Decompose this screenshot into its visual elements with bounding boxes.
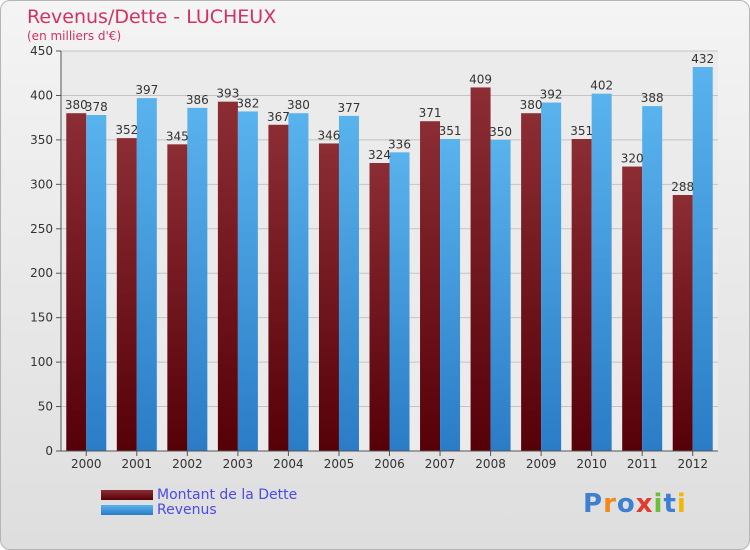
x-tick-label: 2006 bbox=[374, 457, 405, 471]
data-label: 393 bbox=[216, 87, 239, 101]
data-label: 352 bbox=[115, 123, 138, 137]
y-tick-label: 250 bbox=[30, 222, 53, 236]
y-tick-label: 200 bbox=[30, 266, 53, 280]
x-tick-label: 2001 bbox=[122, 457, 153, 471]
x-tick-label: 2002 bbox=[172, 457, 203, 471]
logo-letter: o bbox=[616, 489, 636, 519]
bar-dette bbox=[571, 139, 592, 451]
bar-dette bbox=[420, 121, 441, 451]
legend-label-revenus: Revenus bbox=[157, 502, 217, 518]
chart-title: Revenus/Dette - LUCHEUX bbox=[27, 6, 277, 28]
proxiti-logo: Proxiti bbox=[583, 489, 687, 519]
y-tick-label: 50 bbox=[38, 400, 53, 414]
bar-dette bbox=[521, 113, 542, 451]
bar-revenus bbox=[591, 93, 612, 452]
data-label: 288 bbox=[671, 180, 694, 194]
data-label: 350 bbox=[489, 125, 512, 139]
data-label: 397 bbox=[135, 83, 158, 97]
y-tick-label: 0 bbox=[45, 444, 53, 458]
y-tick-label: 400 bbox=[30, 88, 53, 102]
chart-subtitle: (en milliers d'€) bbox=[27, 29, 122, 43]
data-label: 402 bbox=[590, 79, 613, 93]
legend-item-revenus: Revenus bbox=[101, 502, 217, 518]
x-tick-label: 2007 bbox=[425, 457, 456, 471]
data-label: 351 bbox=[570, 124, 593, 138]
y-tick-label: 150 bbox=[30, 311, 53, 325]
data-label: 346 bbox=[318, 128, 341, 142]
data-label: 432 bbox=[691, 52, 714, 66]
data-label: 380 bbox=[287, 98, 310, 112]
bar-revenus bbox=[490, 139, 511, 451]
data-label: 367 bbox=[267, 110, 290, 124]
bar-dette bbox=[672, 195, 693, 451]
bar-revenus bbox=[541, 102, 562, 452]
data-label: 320 bbox=[621, 152, 644, 166]
x-tick-label: 2011 bbox=[627, 457, 658, 471]
data-label: 371 bbox=[419, 106, 442, 120]
data-label: 336 bbox=[388, 137, 411, 151]
data-label: 378 bbox=[85, 100, 108, 114]
bar-dette bbox=[66, 113, 87, 451]
logo-letter: t bbox=[663, 489, 677, 519]
bar-dette bbox=[318, 143, 339, 451]
x-tick-label: 2012 bbox=[677, 457, 708, 471]
bar-revenus bbox=[288, 113, 309, 451]
data-label: 351 bbox=[439, 124, 462, 138]
bar-revenus bbox=[389, 152, 410, 452]
logo-letter: x bbox=[635, 489, 654, 519]
data-label: 380 bbox=[65, 98, 88, 112]
data-label: 377 bbox=[338, 101, 361, 115]
logo-letter: P bbox=[583, 489, 604, 519]
bar-revenus bbox=[237, 111, 258, 451]
data-label: 324 bbox=[368, 148, 391, 162]
bar-dette bbox=[268, 124, 289, 452]
bar-revenus bbox=[136, 98, 157, 451]
x-tick-label: 2008 bbox=[475, 457, 506, 471]
x-tick-label: 2005 bbox=[324, 457, 355, 471]
bar-revenus bbox=[86, 115, 107, 451]
logo-letter: i bbox=[676, 489, 687, 519]
x-tick-label: 2010 bbox=[576, 457, 607, 471]
legend-swatch-dette bbox=[101, 490, 153, 500]
bar-dette bbox=[470, 87, 491, 451]
data-label: 380 bbox=[520, 98, 543, 112]
x-tick-label: 2004 bbox=[273, 457, 304, 471]
data-label: 386 bbox=[186, 93, 209, 107]
data-label: 388 bbox=[641, 91, 664, 105]
legend-item-dette: Montant de la Dette bbox=[101, 487, 297, 503]
data-label: 409 bbox=[469, 72, 492, 86]
x-tick-label: 2003 bbox=[223, 457, 254, 471]
y-tick-label: 100 bbox=[30, 355, 53, 369]
y-tick-label: 450 bbox=[30, 44, 53, 58]
legend-label-dette: Montant de la Dette bbox=[157, 487, 298, 503]
data-label: 392 bbox=[540, 88, 563, 102]
logo-letter: i bbox=[653, 489, 664, 519]
bar-dette bbox=[369, 163, 390, 451]
logo-letter: r bbox=[603, 489, 617, 519]
bar-dette bbox=[116, 138, 137, 451]
bar-revenus bbox=[440, 139, 461, 451]
x-tick-label: 2000 bbox=[71, 457, 102, 471]
data-label: 382 bbox=[236, 96, 259, 110]
axes: 0 50 100 150 200 250 300 350 400 450 2000 2001 2002 2… bbox=[30, 44, 718, 471]
x-tick-label: 2009 bbox=[526, 457, 557, 471]
legend-swatch-revenus bbox=[101, 505, 153, 515]
y-tick-label: 350 bbox=[30, 133, 53, 147]
bar-revenus bbox=[187, 107, 208, 451]
y-tick-label: 300 bbox=[30, 177, 53, 191]
bar-revenus bbox=[642, 106, 663, 451]
bar-revenus bbox=[692, 67, 713, 451]
bars bbox=[66, 67, 713, 452]
data-label: 345 bbox=[166, 129, 189, 143]
bar-revenus bbox=[338, 115, 359, 451]
bar-dette bbox=[217, 101, 238, 452]
bar-dette bbox=[622, 166, 643, 452]
bar-dette bbox=[167, 144, 188, 452]
